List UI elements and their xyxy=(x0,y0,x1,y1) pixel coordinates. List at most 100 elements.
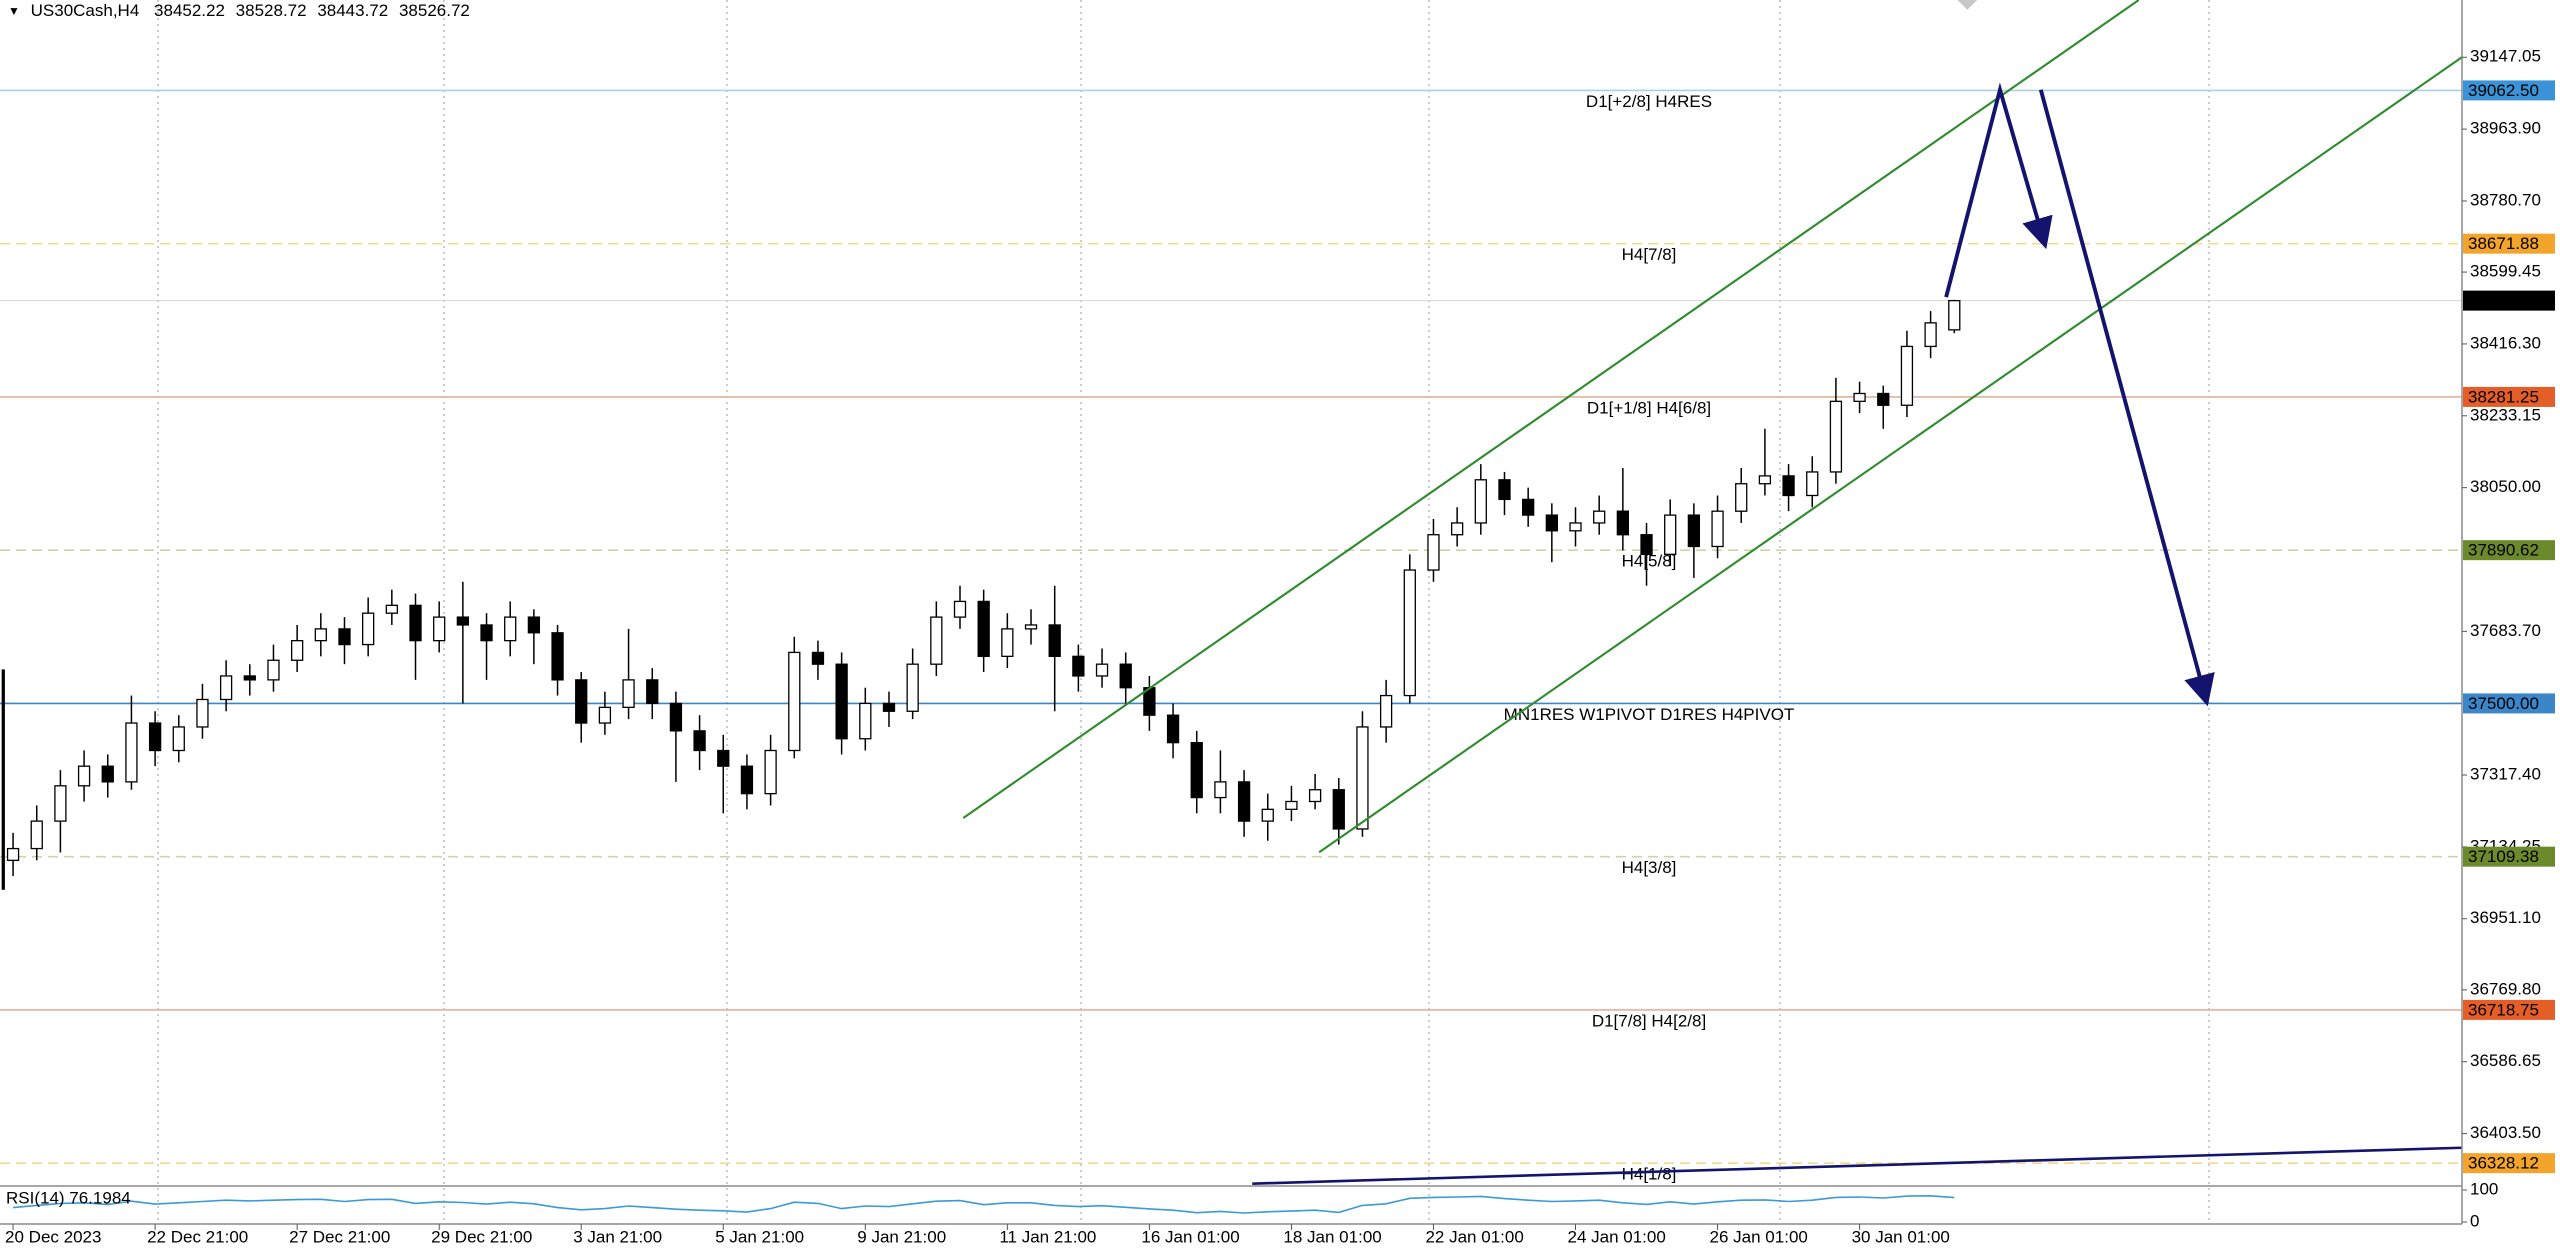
candle-body xyxy=(835,663,848,740)
price-tag xyxy=(2463,846,2555,867)
price-tag-label: 36328.12 xyxy=(2468,1154,2539,1173)
candle-body xyxy=(1072,655,1085,677)
candle-body xyxy=(125,722,138,783)
price-tag xyxy=(2463,233,2555,254)
close-value: 38526.72 xyxy=(399,1,470,20)
candle-body xyxy=(338,628,351,646)
candle-body xyxy=(788,651,801,752)
menu-icon: ▼ xyxy=(8,4,20,18)
forecast-arrow xyxy=(2038,89,2215,707)
price-tag-label: 38281.25 xyxy=(2468,387,2539,406)
candle-body xyxy=(1356,726,1369,830)
candle-body xyxy=(906,663,919,712)
drawings xyxy=(1,0,2463,1185)
candle-body xyxy=(1877,392,1890,406)
price-tag xyxy=(2463,386,2555,407)
candle-body xyxy=(172,726,185,752)
rsi-tick-label: 0 xyxy=(2470,1211,2479,1230)
header: ▼ US30Cash,H4 38452.22 38528.72 38443.72… xyxy=(8,1,470,20)
candle-body xyxy=(243,675,256,681)
x-tick-label: 24 Jan 01:00 xyxy=(1568,1227,1666,1246)
candle-body xyxy=(1308,789,1322,803)
x-tick-label: 16 Jan 01:00 xyxy=(1141,1227,1239,1246)
candle-body xyxy=(646,679,659,705)
price-tag xyxy=(2463,80,2555,101)
candle-body xyxy=(196,698,209,728)
price-tag-label: 39062.50 xyxy=(2468,81,2539,100)
x-tick-label: 11 Jan 21:00 xyxy=(999,1227,1096,1246)
candle-body xyxy=(480,624,493,642)
candle-body xyxy=(1758,475,1772,485)
candle-body xyxy=(1687,514,1701,548)
candle-body xyxy=(30,820,43,850)
candle-body xyxy=(717,749,730,767)
candle-body xyxy=(1735,483,1748,512)
candle-body xyxy=(362,612,375,646)
candle-body xyxy=(1119,663,1132,689)
price-tag-label: 37109.38 xyxy=(2468,847,2539,866)
price-tag xyxy=(2463,1153,2555,1174)
candle-body xyxy=(1332,789,1345,830)
price-tag xyxy=(2463,290,2555,311)
candles xyxy=(6,299,1961,877)
candle-body xyxy=(622,679,635,708)
candle-body xyxy=(930,616,943,665)
candle-body xyxy=(575,679,588,724)
candle-body xyxy=(1640,534,1653,555)
open-value: 38452.22 xyxy=(154,1,225,20)
y-tick-label: 38780.70 xyxy=(2470,190,2541,209)
y-tick-label: 38233.15 xyxy=(2470,405,2541,424)
x-tick-label: 27 Dec 21:00 xyxy=(289,1227,390,1246)
candle-body xyxy=(1711,510,1724,548)
price-tag xyxy=(2463,693,2555,714)
x-tick-label: 3 Jan 21:00 xyxy=(573,1227,662,1246)
candle-body xyxy=(693,730,706,752)
price-tag-label: 38671.88 xyxy=(2468,234,2539,253)
candle-body xyxy=(953,600,967,618)
price-tag-label: 37890.62 xyxy=(2468,541,2539,560)
candle-body xyxy=(148,722,162,752)
candle-body xyxy=(1948,299,1961,331)
candle-body xyxy=(1782,475,1795,497)
low-value: 38443.72 xyxy=(317,1,388,20)
rsi-label: RSI(14) 76.1984 xyxy=(6,1188,131,1207)
symbol: US30Cash,H4 xyxy=(31,1,140,20)
vertical-grid xyxy=(157,0,2210,1224)
level-text: H4[3/8] xyxy=(1622,858,1677,877)
level-text: D1[+2/8] H4RES xyxy=(1586,92,1712,111)
x-tick-label: 29 Dec 21:00 xyxy=(431,1227,532,1246)
level-text: H4[5/8] xyxy=(1622,552,1677,571)
y-tick-label: 39147.05 xyxy=(2470,47,2541,66)
y-tick-label: 38050.00 xyxy=(2470,477,2541,496)
candle-body xyxy=(811,651,825,665)
candle-body xyxy=(551,632,564,681)
frame xyxy=(0,0,2463,1225)
rsi-tick-label: 100 xyxy=(2470,1179,2498,1198)
y-tick-label: 37317.40 xyxy=(2470,765,2541,784)
candle-body xyxy=(267,659,280,681)
candle-body xyxy=(290,639,304,661)
candle-body xyxy=(1829,400,1843,473)
trend-line xyxy=(1252,1146,2463,1185)
candle-body xyxy=(882,702,896,712)
candle-body xyxy=(6,847,20,861)
candle-body xyxy=(54,785,67,822)
x-tick-label: 22 Dec 21:00 xyxy=(147,1227,248,1246)
x-tick-label: 30 Jan 01:00 xyxy=(1852,1227,1950,1246)
candle-body xyxy=(764,749,777,795)
candle-body xyxy=(1379,694,1393,728)
candle-body xyxy=(1545,514,1558,532)
forecast-arrow xyxy=(1944,82,2053,298)
marker xyxy=(1957,0,1978,10)
y-tick-label: 38599.45 xyxy=(2470,262,2541,281)
candle-body xyxy=(504,616,517,642)
candle-body xyxy=(101,765,114,783)
candle-body xyxy=(1664,514,1677,555)
price-tag-label: 37500.00 xyxy=(2468,694,2539,713)
x-tick-label: 26 Jan 01:00 xyxy=(1710,1227,1808,1246)
rsi-pane: RSI(14) 76.1984 100 0 xyxy=(6,1179,2498,1230)
candle-body xyxy=(1048,624,1061,657)
candle-body xyxy=(1853,392,1866,402)
